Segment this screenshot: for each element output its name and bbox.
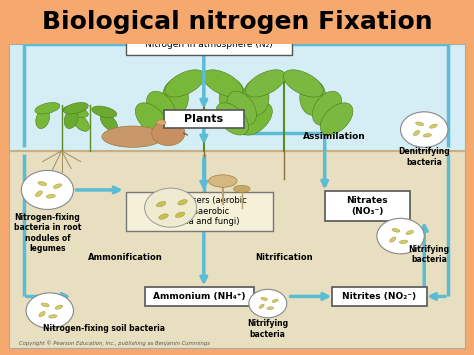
Ellipse shape <box>156 120 166 125</box>
Ellipse shape <box>49 315 57 318</box>
Ellipse shape <box>55 305 63 309</box>
Ellipse shape <box>39 311 45 317</box>
Ellipse shape <box>219 80 246 115</box>
Ellipse shape <box>100 114 118 131</box>
Ellipse shape <box>390 237 396 242</box>
Ellipse shape <box>239 103 273 135</box>
Text: Nitrogen-fixing soil bacteria: Nitrogen-fixing soil bacteria <box>43 324 165 333</box>
Circle shape <box>377 218 424 254</box>
Text: Decomposers (aerobic
and anaerobic
bacteria and fungi): Decomposers (aerobic and anaerobic bacte… <box>152 196 246 226</box>
Ellipse shape <box>35 103 60 114</box>
Ellipse shape <box>243 80 269 115</box>
Ellipse shape <box>312 91 342 125</box>
Text: Nitrification: Nitrification <box>255 253 313 262</box>
Ellipse shape <box>203 70 243 97</box>
Circle shape <box>249 289 287 318</box>
Ellipse shape <box>36 109 50 129</box>
Text: Ammonification: Ammonification <box>88 253 163 262</box>
Ellipse shape <box>159 214 168 219</box>
FancyBboxPatch shape <box>325 191 410 221</box>
Ellipse shape <box>102 126 164 147</box>
Bar <box>0 0 474 44</box>
Ellipse shape <box>423 134 431 137</box>
Ellipse shape <box>72 114 89 131</box>
Text: Nitrogen in atmosphere (N₂): Nitrogen in atmosphere (N₂) <box>145 40 273 49</box>
Ellipse shape <box>406 230 413 235</box>
Circle shape <box>26 293 73 328</box>
Text: Nitrates
(NO₃⁻): Nitrates (NO₃⁻) <box>346 196 388 215</box>
Ellipse shape <box>64 109 78 129</box>
Circle shape <box>152 121 185 146</box>
Ellipse shape <box>400 240 408 244</box>
Ellipse shape <box>283 70 323 97</box>
Circle shape <box>21 170 73 209</box>
Text: Biological nitrogen Fixation: Biological nitrogen Fixation <box>42 10 432 34</box>
Circle shape <box>145 188 197 227</box>
Ellipse shape <box>246 70 285 97</box>
Text: Copyright © Pearson Education, Inc., publishing as Benjamin Cummings: Copyright © Pearson Education, Inc., pub… <box>19 340 210 346</box>
Text: Nitrifying
bacteria: Nitrifying bacteria <box>409 245 449 264</box>
Ellipse shape <box>430 124 437 128</box>
FancyBboxPatch shape <box>332 287 427 306</box>
Ellipse shape <box>41 303 49 307</box>
Text: Plants: Plants <box>184 114 223 124</box>
Ellipse shape <box>165 70 205 97</box>
Ellipse shape <box>300 80 326 115</box>
Ellipse shape <box>38 181 46 186</box>
Ellipse shape <box>227 91 256 125</box>
Ellipse shape <box>36 191 42 197</box>
Ellipse shape <box>64 106 88 118</box>
Ellipse shape <box>162 80 188 115</box>
FancyBboxPatch shape <box>126 192 273 231</box>
FancyBboxPatch shape <box>145 287 254 306</box>
Text: Nitrifying
bacteria: Nitrifying bacteria <box>247 320 288 339</box>
Ellipse shape <box>320 103 353 135</box>
Text: Assimilation: Assimilation <box>303 132 366 141</box>
Ellipse shape <box>259 304 264 308</box>
Ellipse shape <box>392 229 400 232</box>
Ellipse shape <box>92 106 117 118</box>
Ellipse shape <box>233 185 250 192</box>
Ellipse shape <box>178 200 187 205</box>
Ellipse shape <box>54 184 62 189</box>
Ellipse shape <box>216 103 249 135</box>
Text: Ammonium (NH₄⁺): Ammonium (NH₄⁺) <box>153 292 246 301</box>
Ellipse shape <box>267 307 273 310</box>
Ellipse shape <box>413 130 419 136</box>
Circle shape <box>401 112 448 147</box>
Ellipse shape <box>175 212 185 218</box>
Ellipse shape <box>46 195 55 198</box>
FancyBboxPatch shape <box>164 110 244 128</box>
Ellipse shape <box>209 175 237 187</box>
Text: Nitrites (NO₂⁻): Nitrites (NO₂⁻) <box>342 292 416 301</box>
Ellipse shape <box>272 299 278 302</box>
FancyBboxPatch shape <box>126 34 292 55</box>
Ellipse shape <box>232 91 261 125</box>
Ellipse shape <box>261 297 267 300</box>
Bar <box>9 151 465 348</box>
Text: Denitrifying
bacteria: Denitrifying bacteria <box>398 147 450 167</box>
Ellipse shape <box>416 122 424 126</box>
Bar <box>9 44 465 151</box>
Ellipse shape <box>64 103 88 114</box>
Ellipse shape <box>135 103 168 135</box>
Ellipse shape <box>156 201 166 207</box>
Text: Nitrogen-fixing
bacteria in root
nodules of
legumes: Nitrogen-fixing bacteria in root nodules… <box>14 213 81 253</box>
Ellipse shape <box>146 91 176 125</box>
